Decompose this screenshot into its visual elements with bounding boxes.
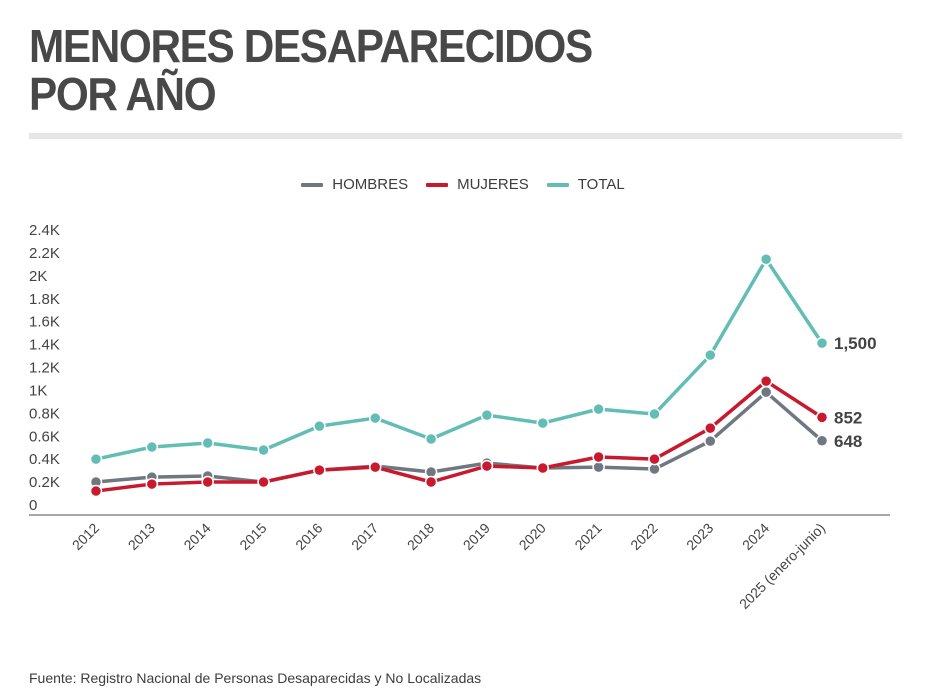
legend-label-hombres: HOMBRES xyxy=(332,176,409,193)
y-tick-label: 1.8K xyxy=(29,291,60,308)
x-tick-label: 2019 xyxy=(460,520,493,553)
y-tick-label: 0.6K xyxy=(29,428,60,445)
legend-label-mujeres: MUJERES xyxy=(457,176,529,193)
x-tick-label: 2017 xyxy=(348,520,381,553)
data-point-mujeres xyxy=(592,450,605,464)
end-label-hombres: 648 xyxy=(834,432,862,451)
data-point-mujeres xyxy=(89,484,103,498)
data-point-mujeres xyxy=(536,461,550,475)
data-point-total xyxy=(145,440,159,454)
legend-swatch-mujeres xyxy=(426,182,449,187)
x-tick-label: 2012 xyxy=(69,520,102,553)
y-tick-label: 0.4K xyxy=(29,451,60,468)
data-point-mujeres xyxy=(424,475,438,489)
data-point-total xyxy=(759,253,773,266)
y-tick-label: 1.6K xyxy=(29,314,60,331)
y-tick-label: 0.8K xyxy=(29,405,60,422)
source-note: Fuente: Registro Nacional de Personas De… xyxy=(29,670,482,686)
data-point-total xyxy=(536,416,550,430)
title-line-2: POR AÑO xyxy=(29,68,217,120)
data-point-total xyxy=(89,452,103,466)
data-point-mujeres xyxy=(313,463,326,477)
end-label-mujeres: 852 xyxy=(834,408,862,427)
data-point-total xyxy=(704,348,717,362)
data-point-mujeres xyxy=(759,374,773,388)
x-tick-label: 2013 xyxy=(125,520,158,553)
y-tick-label: 1.4K xyxy=(29,337,60,354)
x-tick-label: 2021 xyxy=(571,520,604,553)
chart-legend: HOMBRES MUJERES TOTAL xyxy=(0,176,926,193)
end-label-total: 1,500 xyxy=(834,334,877,353)
title-divider xyxy=(29,133,902,139)
x-tick-label: 2014 xyxy=(180,520,213,553)
y-tick-label: 0.2K xyxy=(29,474,60,491)
data-point-total xyxy=(257,443,270,457)
series-line-hombres xyxy=(95,390,824,484)
data-point-mujeres xyxy=(368,460,382,474)
y-tick-label: 1K xyxy=(29,382,47,399)
series-line-mujeres xyxy=(95,379,823,493)
x-tick-label: 2022 xyxy=(627,520,660,553)
data-point-mujeres xyxy=(145,477,159,491)
series-line-total xyxy=(95,257,824,461)
x-tick-label: 2016 xyxy=(292,520,325,553)
data-point-mujeres xyxy=(815,411,829,424)
data-point-hombres xyxy=(815,434,829,447)
data-point-total xyxy=(313,419,326,433)
legend-swatch-total xyxy=(546,182,569,187)
x-tick-label: 2018 xyxy=(404,520,437,553)
x-tick-label: 2015 xyxy=(236,520,269,553)
legend-swatch-hombres xyxy=(301,182,324,187)
data-point-total xyxy=(424,432,438,446)
data-point-total xyxy=(368,411,382,425)
x-tick-label: 2020 xyxy=(516,520,549,553)
y-tick-label: 0 xyxy=(29,497,37,514)
legend-label-total: TOTAL xyxy=(577,176,625,193)
data-point-hombres xyxy=(704,434,717,448)
x-tick-label: 2024 xyxy=(739,520,772,553)
chart-title: MENORES DESAPARECIDOS POR AÑO xyxy=(29,20,593,120)
data-point-mujeres xyxy=(480,459,494,473)
data-point-total xyxy=(201,436,214,450)
data-point-total xyxy=(480,408,494,422)
x-tick-label: 2023 xyxy=(683,520,716,553)
data-point-mujeres xyxy=(648,452,661,466)
legend-item-total[interactable]: TOTAL xyxy=(546,176,625,193)
y-tick-label: 2.2K xyxy=(29,245,60,262)
legend-item-hombres[interactable]: HOMBRES xyxy=(301,176,408,193)
data-point-mujeres xyxy=(201,475,214,489)
data-point-mujeres xyxy=(257,475,270,489)
y-tick-label: 2.4K xyxy=(29,222,60,239)
title-line-1: MENORES DESAPARECIDOS xyxy=(29,20,593,72)
y-tick-label: 2K xyxy=(29,268,47,285)
data-point-mujeres xyxy=(704,421,717,435)
data-point-hombres xyxy=(759,385,773,399)
y-tick-label: 1.2K xyxy=(29,360,60,377)
data-point-total xyxy=(592,402,605,416)
legend-item-mujeres[interactable]: MUJERES xyxy=(426,176,529,193)
data-point-total xyxy=(815,336,829,350)
data-point-total xyxy=(648,407,661,421)
